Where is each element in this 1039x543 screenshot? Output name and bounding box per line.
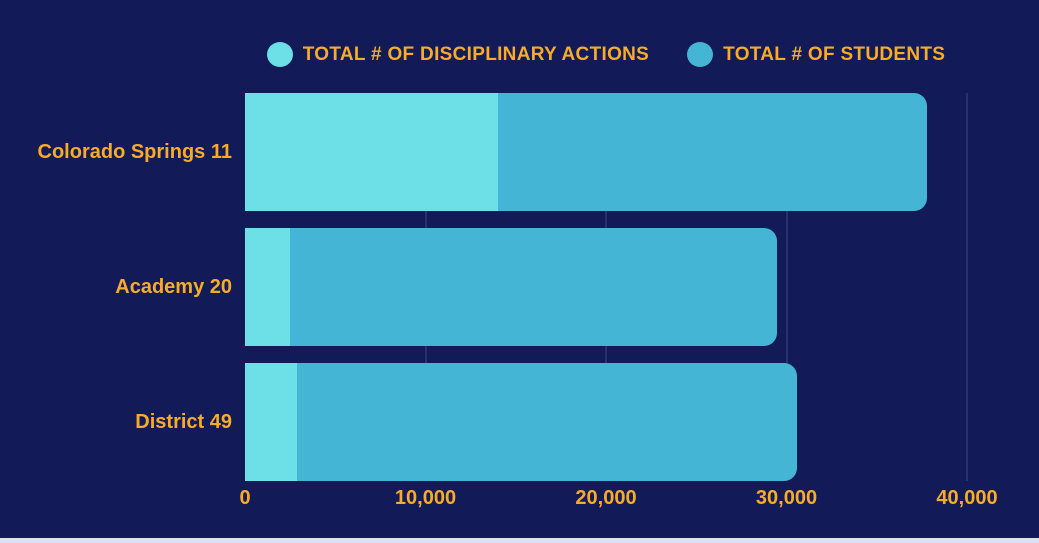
bar-segment-disciplinary <box>245 93 498 211</box>
x-axis-tick-label: 20,000 <box>575 487 637 509</box>
bottom-strip <box>0 538 1039 543</box>
bar-segment-students <box>497 93 928 211</box>
stacked-bar <box>245 93 928 211</box>
bar-track <box>245 228 967 346</box>
legend-swatch-students-icon <box>687 42 714 67</box>
bar-rows: Colorado Springs 11 Academy 20 District … <box>0 93 967 481</box>
bar-segment-disciplinary <box>245 363 298 481</box>
legend-label-disciplinary: TOTAL # OF DISCIPLINARY ACTIONS <box>302 43 650 65</box>
gridline <box>966 93 968 481</box>
category-label: Academy 20 <box>115 275 232 298</box>
legend-item-disciplinary: TOTAL # OF DISCIPLINARY ACTIONS <box>266 42 650 67</box>
bar-row: Colorado Springs 11 <box>0 93 967 211</box>
x-axis-tick-label: 0 <box>239 487 251 509</box>
category-label: Colorado Springs 11 <box>37 140 232 163</box>
x-axis: 0 10,000 20,000 30,000 40,000 <box>239 483 997 513</box>
x-axis-tick-label: 10,000 <box>394 487 457 509</box>
bar-segment-students <box>290 228 778 346</box>
category-label: District 49 <box>135 410 232 433</box>
bar-row: Academy 20 <box>0 228 967 346</box>
x-axis-tick-label: 30,000 <box>755 487 818 509</box>
bar-segment-disciplinary <box>245 228 291 346</box>
bar-track <box>245 363 967 481</box>
legend-swatch-disciplinary-icon <box>266 42 293 67</box>
bar-track <box>245 93 967 211</box>
bar-segment-students <box>297 363 798 481</box>
legend-item-students: TOTAL # OF STUDENTS <box>687 42 945 67</box>
stacked-bar <box>245 228 778 346</box>
bar-row: District 49 <box>0 363 967 481</box>
legend-label-students: TOTAL # OF STUDENTS <box>723 43 946 65</box>
stacked-bar <box>245 363 798 481</box>
legend: TOTAL # OF DISCIPLINARY ACTIONS TOTAL # … <box>245 42 967 67</box>
gridline <box>785 93 788 481</box>
x-axis-tick-label: 40,000 <box>936 487 998 509</box>
